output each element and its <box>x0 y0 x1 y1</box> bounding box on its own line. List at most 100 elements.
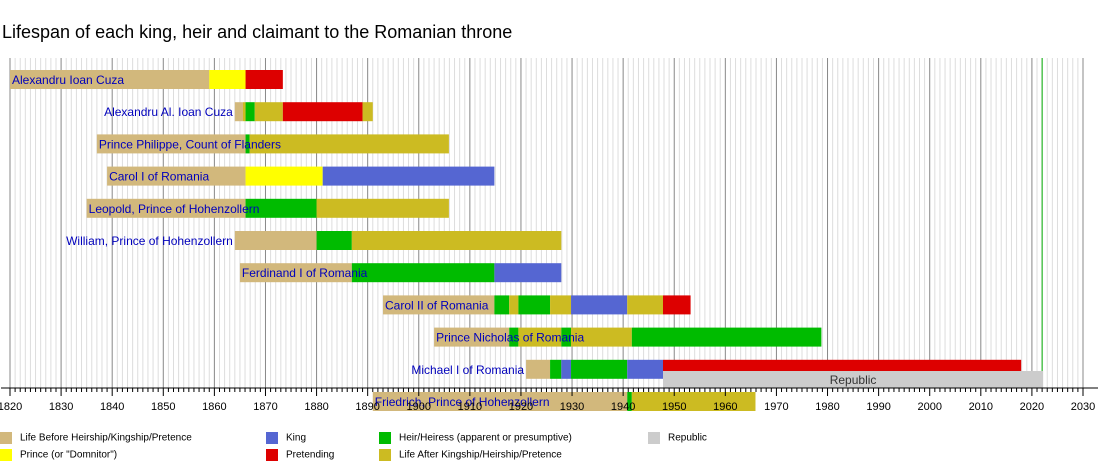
segment-pretending <box>245 70 283 89</box>
x-tick-label: 1870 <box>253 401 277 413</box>
x-tick-label: 1910 <box>458 401 482 413</box>
row-label: Prince Philippe, Count of Flanders <box>99 137 281 151</box>
x-tick-label: 1850 <box>151 401 175 413</box>
legend-label: Life After Kingship/Heirship/Pretence <box>399 449 562 461</box>
segment-life_before <box>86 198 246 218</box>
segment-life_before <box>526 359 551 379</box>
segment-king <box>322 166 495 186</box>
segment-king <box>627 359 663 379</box>
segment-prince <box>209 70 246 89</box>
legend-item-life_after: Life After Kingship/Heirship/Pretence <box>379 449 562 461</box>
row-label: Michael I of Romania <box>411 363 524 377</box>
segment-life_after <box>316 198 449 218</box>
segment-prince <box>245 166 323 186</box>
segment-heir <box>550 359 562 379</box>
segment-heir <box>245 134 250 154</box>
segment-life_after <box>627 295 663 315</box>
segment-life_after <box>242 102 246 122</box>
segment-pretending <box>662 295 691 315</box>
x-tick-label: 1900 <box>407 401 431 413</box>
republic-label: Republic <box>830 373 877 387</box>
legend-swatch <box>0 449 12 461</box>
segment-life_before <box>234 102 243 122</box>
row-label: Carol II of Romania <box>385 298 489 312</box>
x-tick-label: 1960 <box>713 401 737 413</box>
legend-swatch <box>379 432 391 444</box>
x-tick-label: 1930 <box>560 401 584 413</box>
x-tick-label: 1820 <box>0 401 22 413</box>
segment-life_before <box>372 392 628 411</box>
segment-heir <box>627 392 632 411</box>
x-tick-label: 1920 <box>509 401 533 413</box>
legend-item-republic: Republic <box>648 432 707 444</box>
segment-king <box>494 263 562 283</box>
row-label: Alexandru Al. Ioan Cuza <box>104 105 233 119</box>
segment-life_after <box>518 327 562 347</box>
x-tick-label: 1990 <box>866 401 890 413</box>
row-label: William, Prince of Hohenzollern <box>66 234 233 248</box>
segment-life_after <box>249 134 449 154</box>
segment-life_before <box>234 231 317 250</box>
legend-item-king: King <box>266 432 306 444</box>
segment-heir <box>561 327 572 347</box>
legend-item-prince: Prince (or "Domnitor") <box>0 449 117 461</box>
row-label: Ferdinand I of Romania <box>242 266 368 280</box>
x-tick-label: 1950 <box>662 401 686 413</box>
segment-heir <box>571 359 628 379</box>
segment-king <box>561 359 572 379</box>
segment-life_after <box>509 295 519 315</box>
chart-title: Lifespan of each king, heir and claimant… <box>2 22 513 42</box>
legend-label: Heir/Heiress (apparent or presumptive) <box>399 432 572 444</box>
legend-swatch <box>0 432 12 444</box>
segment-heir <box>316 231 352 250</box>
x-tick-label: 1890 <box>355 401 379 413</box>
legend-label: Prince (or "Domnitor") <box>20 449 118 461</box>
segment-life_before <box>96 134 246 154</box>
legend-label: King <box>286 432 307 444</box>
legend-label: Pretending <box>286 449 335 461</box>
legend-swatch <box>266 432 278 444</box>
legend-item-pretending: Pretending <box>266 449 334 461</box>
segment-heir <box>631 327 822 347</box>
legend-label: Republic <box>668 432 707 444</box>
segment-life_before <box>107 166 246 186</box>
x-tick-label: 1980 <box>815 401 839 413</box>
legend-label: Life Before Heirship/Kingship/Pretence <box>20 432 192 444</box>
segment-life_after <box>631 392 756 411</box>
x-tick-label: 1840 <box>100 401 124 413</box>
segment-life_after <box>571 327 632 347</box>
segment-heir <box>509 327 519 347</box>
legend-swatch <box>648 432 660 444</box>
segment-life_after <box>351 231 562 250</box>
segment-heir <box>494 295 510 315</box>
x-tick-label: 2010 <box>969 401 993 413</box>
row-label: Friedrich, Prince of Hohenzollern <box>375 395 550 409</box>
x-tick-label: 1880 <box>304 401 328 413</box>
segment-heir <box>518 295 551 315</box>
row-label: Prince Nicholas of Romania <box>436 331 584 345</box>
legend-swatch <box>266 449 278 461</box>
x-tick-label: 2020 <box>1020 401 1044 413</box>
segment-heir <box>245 102 255 122</box>
x-tick-label: 1970 <box>764 401 788 413</box>
legend-item-life_before: Life Before Heirship/Kingship/Pretence <box>0 432 192 444</box>
segment-life_before <box>382 295 495 315</box>
timeline-chart: Alexandru Ioan Cuza Alexandru Al. Ioan Cu… <box>0 58 1098 413</box>
segment-heir <box>245 198 317 218</box>
legend-swatch <box>379 449 391 461</box>
legend: Life Before Heirship/Kingship/Pretence Pr… <box>0 430 1100 470</box>
x-tick-label: 1940 <box>611 401 635 413</box>
segment-life_after <box>254 102 283 122</box>
x-tick-label: 2000 <box>917 401 941 413</box>
republic-bar <box>662 371 1044 388</box>
row-label: Leopold, Prince of Hohenzollern <box>89 202 260 216</box>
segment-life_after <box>550 295 572 315</box>
segment-king <box>571 295 628 315</box>
segment-life_before <box>10 70 210 89</box>
segment-heir <box>351 263 495 283</box>
x-tick-label: 1860 <box>202 401 226 413</box>
x-tick-label: 1830 <box>49 401 73 413</box>
segment-life_before <box>434 327 510 347</box>
segment-life_before <box>239 263 352 283</box>
legend-item-heir: Heir/Heiress (apparent or presumptive) <box>379 432 572 444</box>
